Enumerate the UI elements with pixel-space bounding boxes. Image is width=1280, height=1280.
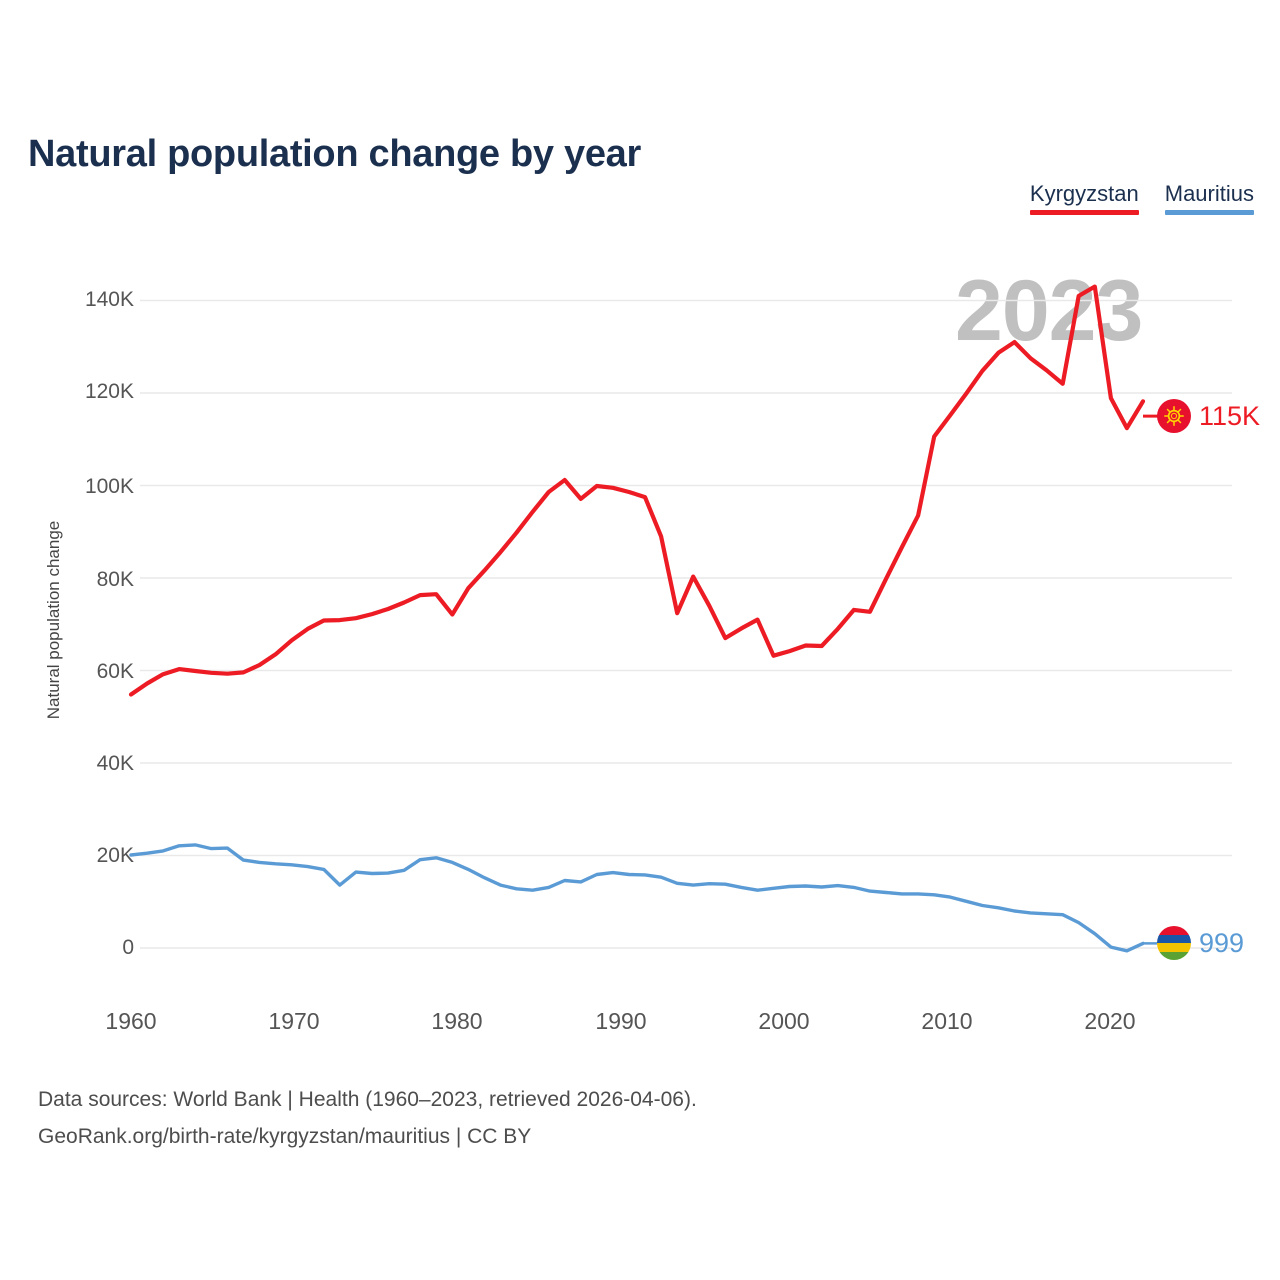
- legend-item-kyrgyzstan[interactable]: Kyrgyzstan: [1029, 181, 1139, 216]
- ytick-label-80k: 80K: [96, 568, 134, 591]
- legend-item-mauritius[interactable]: Mauritius: [1164, 181, 1254, 216]
- year-watermark: 2023: [955, 263, 1143, 359]
- legend-rule-kyrgyzstan: [1029, 210, 1139, 216]
- ytick-label-20k: 20K: [96, 844, 134, 867]
- xtick-label-2000: 2000: [758, 1008, 810, 1034]
- gridlines: [140, 299, 1232, 949]
- end-value-mauritius: 999: [1199, 927, 1245, 958]
- ytick-label-120k: 120K: [84, 380, 134, 403]
- kyrgyzstan-flag-icon: [1157, 399, 1191, 434]
- series-lines: [128, 284, 1160, 953]
- legend: Kyrgyzstan Mauritius: [1029, 181, 1254, 216]
- xtick-label-2010: 2010: [921, 1008, 973, 1034]
- footer-line-data-sources: Data sources: World Bank | Health (1960–…: [38, 1088, 697, 1111]
- ytick-label-40k: 40K: [96, 752, 134, 775]
- ytick-label-60k: 60K: [96, 660, 134, 683]
- ytick-label-140k: 140K: [84, 288, 134, 311]
- mauritius-flag-icon: [1157, 926, 1191, 961]
- xtick-label-1970: 1970: [268, 1008, 320, 1034]
- series-line-kyrgyzstan: [128, 284, 1146, 697]
- ytick-label-100k: 100K: [84, 475, 134, 498]
- xtick-label-1980: 1980: [431, 1008, 483, 1034]
- xtick-label-2020: 2020: [1084, 1008, 1136, 1034]
- page-title: Natural population change by year: [28, 133, 641, 176]
- footer: Data sources: World Bank | Health (1960–…: [38, 1082, 697, 1156]
- end-marker-mauritius[interactable]: 999: [1157, 926, 1245, 961]
- footer-line-attribution: GeoRank.org/birth-rate/kyrgyzstan/maurit…: [38, 1124, 532, 1148]
- legend-label-kyrgyzstan: Kyrgyzstan: [1029, 181, 1139, 206]
- xtick-label-1990: 1990: [595, 1008, 647, 1034]
- ytick-label-0: 0: [122, 936, 134, 959]
- end-value-kyrgyzstan: 115K: [1199, 400, 1261, 431]
- legend-rule-mauritius: [1164, 210, 1254, 216]
- end-marker-kyrgyzstan[interactable]: 115K: [1157, 399, 1261, 434]
- legend-label-mauritius: Mauritius: [1164, 181, 1254, 206]
- xtick-label-1960: 1960: [105, 1008, 157, 1034]
- series-line-mauritius: [129, 843, 1145, 953]
